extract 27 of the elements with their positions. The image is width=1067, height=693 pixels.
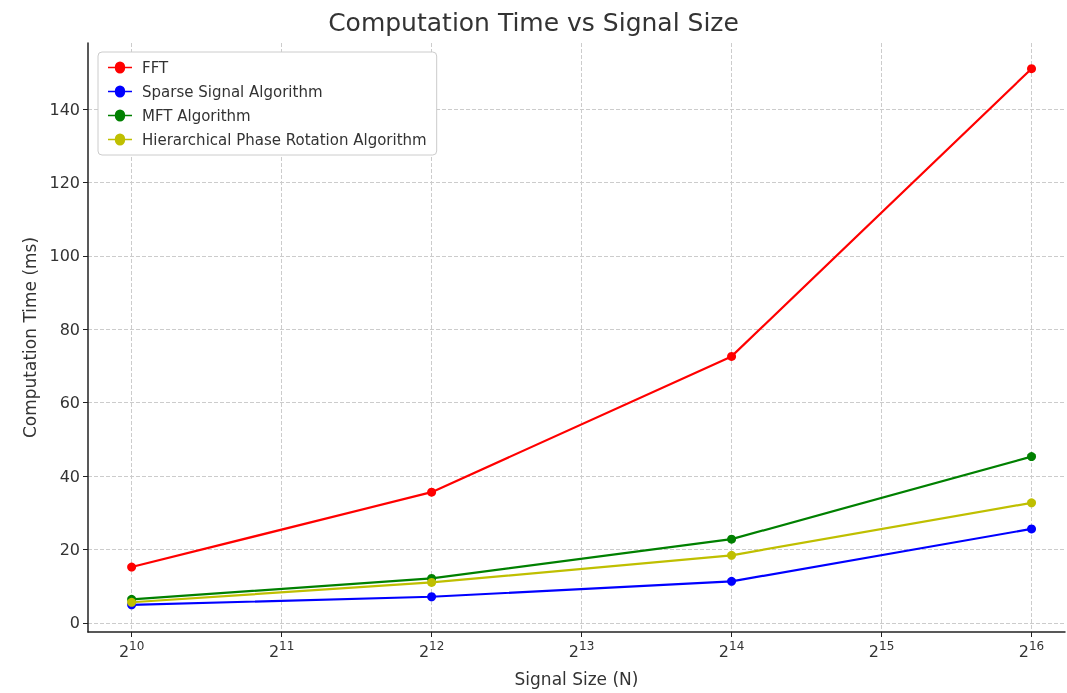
point xyxy=(727,351,737,361)
y-tick-label: 100 xyxy=(49,246,80,266)
legend-label: MFT Algorithm xyxy=(142,106,251,125)
point xyxy=(1027,64,1037,74)
y-tick-label: 140 xyxy=(49,99,80,119)
legend-label: Hierarchical Phase Rotation Algorithm xyxy=(142,130,427,149)
y-axis-title: Computation Time (ms) xyxy=(19,236,40,439)
point xyxy=(127,562,137,572)
point xyxy=(727,550,737,560)
legend-label: FFT xyxy=(142,58,169,77)
legend-label: Sparse Signal Algorithm xyxy=(142,82,323,101)
y-tick-label: 60 xyxy=(59,393,80,413)
point xyxy=(427,592,437,602)
point xyxy=(727,534,737,544)
point xyxy=(1027,452,1037,462)
x-axis-title: Signal Size (N) xyxy=(514,668,639,689)
y-tick-label: 20 xyxy=(59,539,80,559)
chart-title: Computation Time vs Signal Size xyxy=(328,8,739,37)
y-tick-label: 40 xyxy=(59,466,80,486)
point xyxy=(1027,524,1037,534)
point xyxy=(427,577,437,587)
point xyxy=(427,487,437,497)
y-tick-label: 120 xyxy=(49,172,80,192)
point xyxy=(1027,498,1037,508)
point xyxy=(727,576,737,586)
y-tick-label: 80 xyxy=(59,319,80,339)
y-tick-label: 0 xyxy=(69,613,80,633)
